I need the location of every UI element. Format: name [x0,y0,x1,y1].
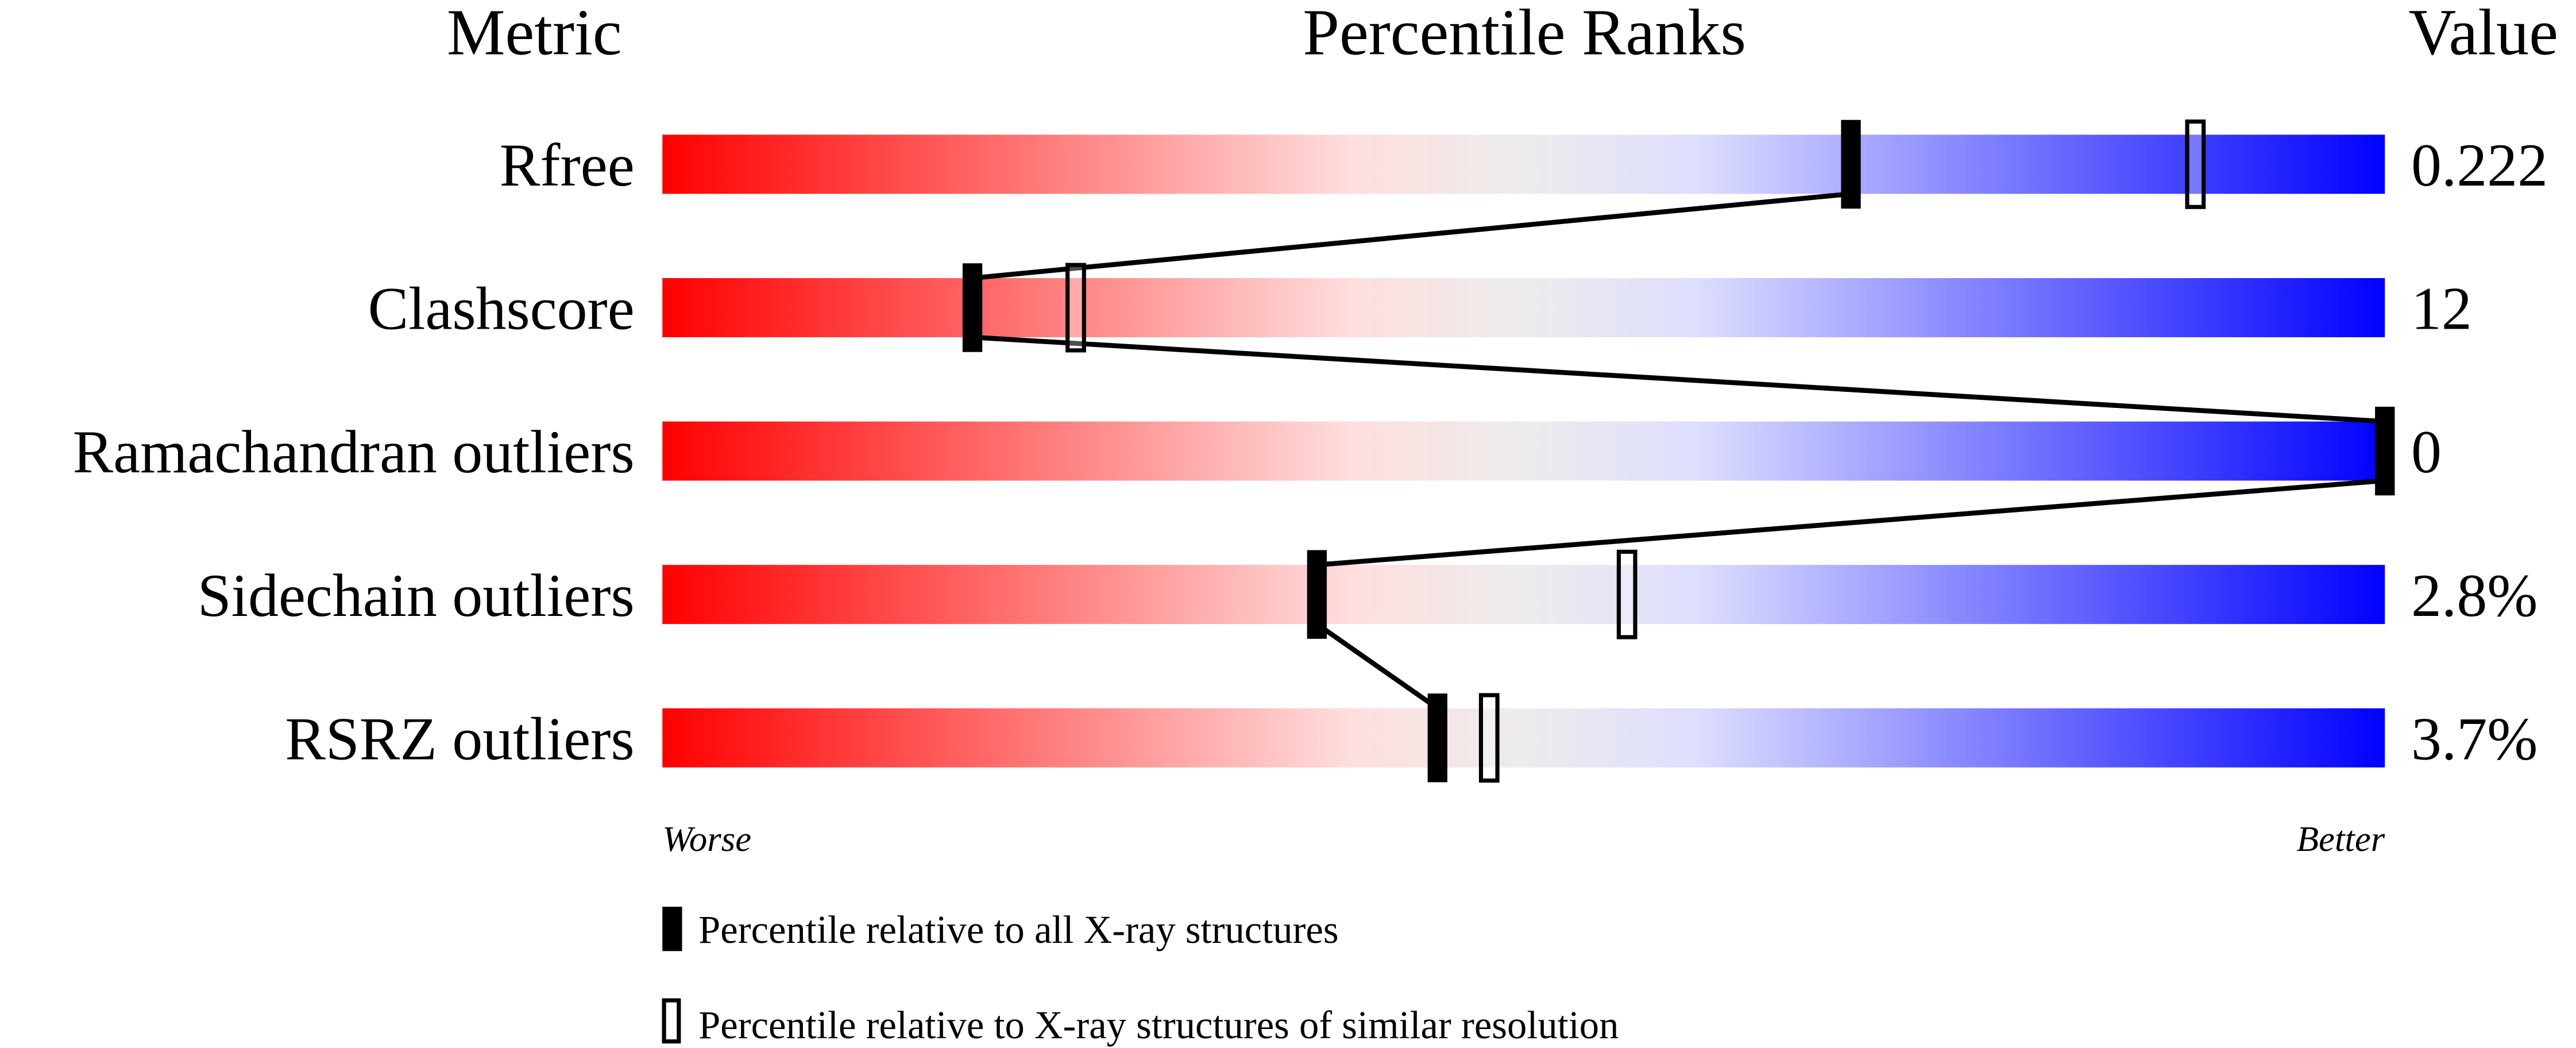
metric-value: 0.222 [2411,132,2548,199]
connector-line [1315,622,1439,711]
metric-label: Sidechain outliers [198,562,635,629]
percentile-bar [662,421,2385,481]
percentile-bar [662,565,2385,625]
all-structures-marker [1427,693,1447,783]
legend-open-marker [662,998,681,1044]
similar-resolution-marker [1478,693,1500,783]
legend-filled-label: Percentile relative to all X-ray structu… [698,908,1338,951]
similar-resolution-marker [1065,263,1086,353]
legend-open-label: Percentile relative to X-ray structures … [698,1003,1619,1047]
similar-resolution-marker [1616,549,1637,639]
header-value: Value [2409,0,2558,68]
axis-better-label: Better [2297,819,2385,859]
connector-line [1316,478,2385,568]
metric-value: 12 [2411,275,2472,342]
metric-label: Rfree [500,132,635,199]
metric-value: 2.8% [2411,562,2538,629]
metric-label: Ramachandran outliers [73,418,635,486]
header-metric: Metric [447,0,622,68]
axis-worse-label: Worse [662,819,751,859]
percentile-bar [662,134,2385,194]
metric-value: 3.7% [2411,705,2538,772]
header-percentile-ranks: Percentile Ranks [1303,0,1746,68]
percentile-bar [662,278,2385,337]
all-structures-marker [962,263,983,352]
metric-label: RSRZ outliers [285,705,634,772]
similar-resolution-marker [2185,119,2206,209]
connector-line [972,334,2385,424]
all-structures-marker [1307,550,1327,639]
metric-value: 0 [2411,418,2442,486]
percentile-bar [662,708,2385,768]
connector-line [972,191,1851,281]
metric-label: Clashscore [368,275,635,342]
all-structures-marker [2375,406,2395,496]
all-structures-marker [1841,120,1861,209]
legend-filled-marker [662,907,682,951]
